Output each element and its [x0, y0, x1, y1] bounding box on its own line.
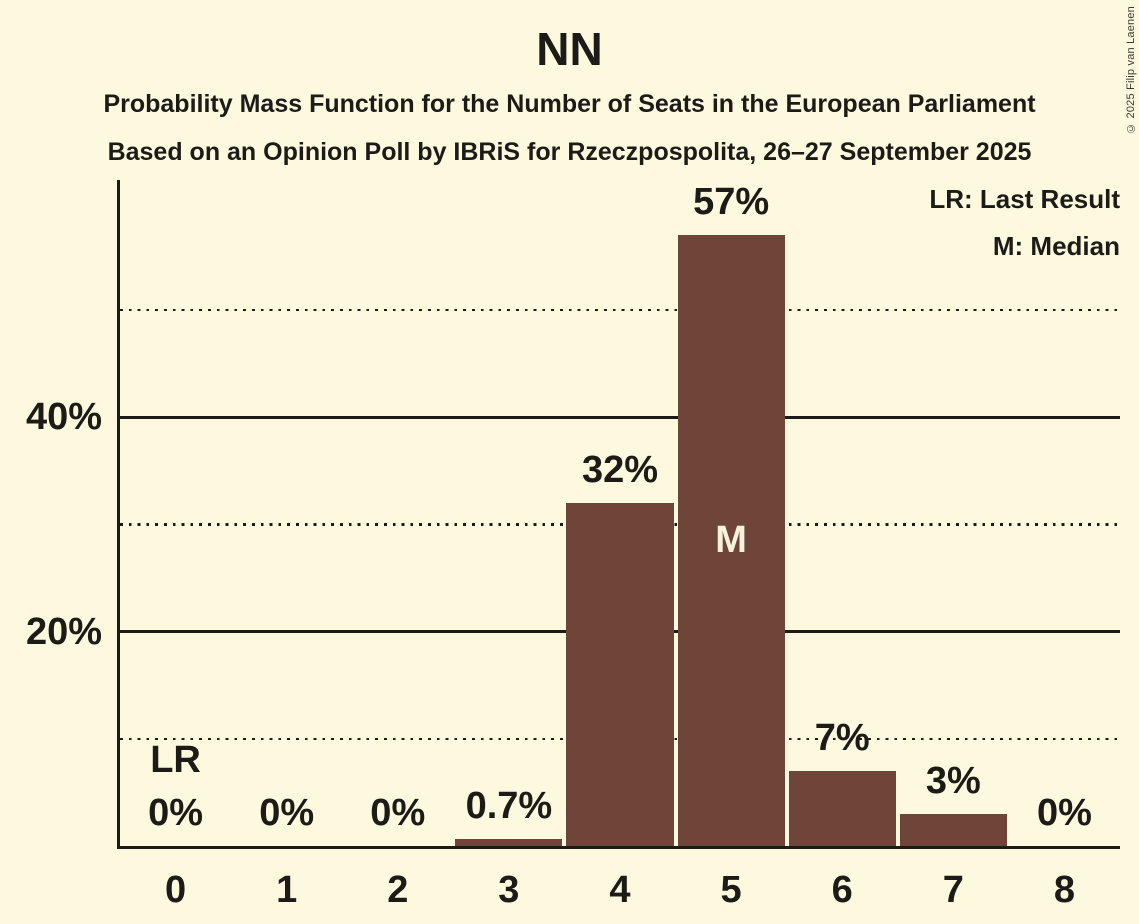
copyright-notice: © 2025 Filip van Laenen — [1125, 6, 1137, 134]
x-axis-label-1: 1 — [276, 869, 298, 911]
bar-value-label-4: 32% — [581, 448, 659, 491]
chart-subtitle-line1: Probability Mass Function for the Number… — [103, 90, 1036, 118]
x-axis-label-0: 0 — [164, 869, 187, 911]
last-result-marker: LR — [150, 739, 201, 781]
median-marker: M — [715, 519, 747, 562]
x-axis-label-2: 2 — [387, 869, 409, 911]
bar-3 — [455, 838, 563, 846]
bar-7 — [899, 813, 1007, 846]
bar-value-label-7: 3% — [925, 759, 981, 802]
bar-value-label-0: 0% — [148, 792, 204, 834]
bar-value-label-2: 0% — [370, 792, 426, 834]
plot-area: 20% 40% 0% LR 0 0% 1 0% 2 0.7% 3 32% 4 57% M 5 7% 6 3% 7 0% 8 — [26, 180, 1120, 909]
legend-median: M: Median — [992, 231, 1120, 261]
legend-last-result: LR: Last Result — [929, 184, 1120, 214]
y-axis-label-20: 20% — [25, 610, 102, 653]
bar-value-label-3: 0.7% — [465, 784, 553, 827]
bar-value-label-5: 57% — [693, 180, 770, 223]
gridline-50pct — [120, 308, 1120, 312]
x-axis-label-6: 6 — [831, 869, 853, 911]
legend: LR: Last Result M: Median — [929, 186, 1120, 280]
bar-5 — [677, 234, 785, 846]
x-axis-label-5: 5 — [720, 869, 742, 911]
bar-value-label-6: 7% — [814, 716, 870, 759]
x-axis-label-4: 4 — [609, 869, 631, 911]
chart-subtitle-line2: Based on an Opinion Poll by IBRiS for Rz… — [107, 138, 1032, 166]
bar-value-label-8: 0% — [1036, 792, 1092, 834]
x-axis-label-3: 3 — [498, 869, 520, 911]
bar-value-label-1: 0% — [259, 792, 315, 834]
bar-6 — [788, 770, 896, 846]
chart-title: NN — [536, 23, 603, 75]
x-axis-label-7: 7 — [942, 869, 964, 911]
gridline-40pct — [120, 416, 1120, 419]
x-axis-label-8: 8 — [1053, 869, 1076, 911]
bar-4 — [566, 502, 674, 846]
y-axis-label-40: 40% — [25, 396, 102, 439]
